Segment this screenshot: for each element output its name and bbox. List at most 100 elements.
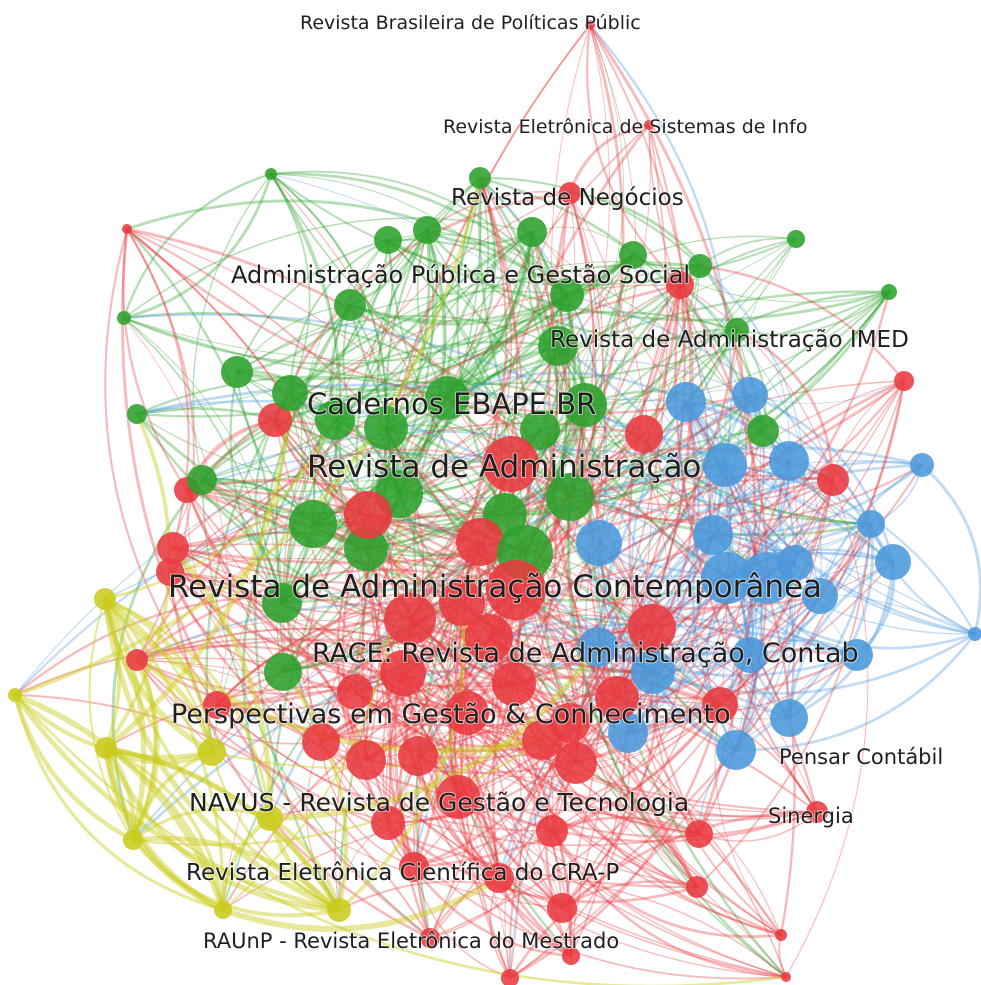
node-red[interactable]: [465, 614, 513, 662]
node-yellow[interactable]: [94, 588, 116, 610]
node-red[interactable]: [456, 518, 504, 566]
node-green[interactable]: [272, 375, 308, 411]
node-red[interactable]: [702, 687, 738, 723]
node-red[interactable]: [398, 736, 438, 776]
node-green[interactable]: [264, 653, 302, 691]
node-green[interactable]: [550, 278, 584, 312]
node-red[interactable]: [595, 676, 639, 720]
node-blue[interactable]: [608, 713, 648, 753]
node-blue[interactable]: [732, 377, 768, 413]
node-red[interactable]: [625, 415, 663, 453]
node-blue[interactable]: [703, 443, 747, 487]
node-green[interactable]: [881, 284, 897, 300]
node-red[interactable]: [384, 593, 436, 645]
node-red[interactable]: [344, 491, 392, 539]
node-blue[interactable]: [576, 520, 622, 566]
node-yellow[interactable]: [123, 830, 143, 850]
node-green[interactable]: [517, 217, 547, 247]
node-red[interactable]: [562, 947, 580, 965]
node-green[interactable]: [262, 583, 302, 623]
node-green[interactable]: [546, 473, 594, 521]
node-green[interactable]: [374, 226, 402, 254]
node-blue[interactable]: [875, 544, 911, 580]
node-red[interactable]: [555, 742, 597, 784]
node-green[interactable]: [688, 254, 712, 278]
node-red[interactable]: [817, 464, 849, 496]
node-red[interactable]: [436, 775, 480, 819]
node-green[interactable]: [787, 230, 805, 248]
node-green[interactable]: [469, 167, 491, 189]
node-green[interactable]: [425, 376, 469, 420]
node-green[interactable]: [117, 311, 131, 325]
node-green[interactable]: [127, 404, 147, 424]
node-red[interactable]: [775, 929, 787, 941]
node-green[interactable]: [221, 356, 253, 388]
node-red[interactable]: [522, 720, 562, 760]
node-yellow[interactable]: [198, 738, 226, 766]
node-red[interactable]: [203, 691, 231, 719]
node-yellow[interactable]: [327, 898, 351, 922]
node-red[interactable]: [346, 740, 386, 780]
node-red[interactable]: [126, 649, 148, 671]
node-green[interactable]: [187, 465, 217, 495]
node-red[interactable]: [894, 371, 914, 391]
node-green[interactable]: [289, 500, 337, 548]
node-blue[interactable]: [741, 552, 793, 604]
node-green[interactable]: [725, 318, 749, 342]
node-green[interactable]: [563, 383, 607, 427]
node-red[interactable]: [157, 532, 189, 564]
node-blue[interactable]: [841, 639, 873, 671]
node-red[interactable]: [122, 224, 132, 234]
node-green[interactable]: [538, 326, 578, 366]
node-red[interactable]: [399, 852, 429, 882]
node-red[interactable]: [536, 815, 568, 847]
node-yellow[interactable]: [257, 805, 283, 831]
node-red[interactable]: [686, 876, 708, 898]
node-red[interactable]: [501, 969, 519, 985]
node-blue[interactable]: [910, 453, 934, 477]
node-blue[interactable]: [693, 515, 733, 555]
node-blue[interactable]: [578, 627, 618, 667]
node-green[interactable]: [344, 527, 388, 571]
node-red[interactable]: [666, 271, 694, 299]
node-red[interactable]: [445, 691, 489, 735]
node-yellow[interactable]: [214, 901, 232, 919]
node-red[interactable]: [156, 558, 184, 586]
node-blue[interactable]: [770, 699, 808, 737]
node-red[interactable]: [806, 801, 828, 823]
node-green[interactable]: [747, 415, 779, 447]
node-blue[interactable]: [769, 441, 809, 481]
node-red[interactable]: [337, 674, 373, 710]
node-red[interactable]: [628, 604, 676, 652]
node-red[interactable]: [685, 820, 713, 848]
node-green[interactable]: [364, 406, 408, 450]
node-red[interactable]: [781, 972, 791, 982]
node-blue[interactable]: [968, 627, 981, 641]
node-red[interactable]: [644, 120, 654, 130]
node-red[interactable]: [484, 863, 514, 893]
node-red[interactable]: [420, 928, 440, 948]
node-red[interactable]: [483, 436, 539, 492]
node-blue[interactable]: [857, 510, 885, 538]
node-blue[interactable]: [701, 552, 753, 604]
node-green[interactable]: [315, 400, 355, 440]
node-green[interactable]: [413, 216, 441, 244]
node-green[interactable]: [520, 410, 560, 450]
node-red[interactable]: [492, 662, 536, 706]
node-red[interactable]: [439, 580, 485, 626]
node-red[interactable]: [380, 650, 426, 696]
node-green[interactable]: [265, 168, 277, 180]
node-green[interactable]: [334, 289, 366, 321]
node-blue[interactable]: [716, 730, 756, 770]
node-red[interactable]: [486, 560, 546, 620]
node-blue[interactable]: [732, 637, 768, 673]
node-yellow[interactable]: [95, 737, 117, 759]
node-blue[interactable]: [631, 650, 675, 694]
node-red[interactable]: [371, 806, 405, 840]
node-red[interactable]: [585, 20, 595, 30]
node-red[interactable]: [547, 893, 577, 923]
node-red[interactable]: [258, 403, 292, 437]
node-green[interactable]: [619, 241, 647, 269]
node-yellow[interactable]: [8, 688, 22, 702]
node-red[interactable]: [559, 182, 581, 204]
